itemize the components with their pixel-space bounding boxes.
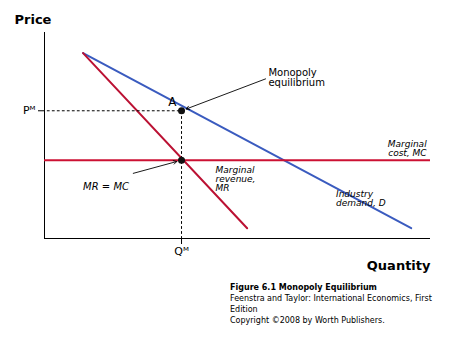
html-text:Feenstra and Taylor: Internati: Feenstra and Taylor: International Econo…: [230, 294, 432, 314]
svg-text:Industrydemand, D: Industrydemand, D: [336, 189, 386, 208]
svg-text:Pᴹ: Pᴹ: [23, 104, 36, 117]
svg-text:Marginalrevenue,MR: Marginalrevenue,MR: [216, 165, 256, 193]
svg-text:Quantity: Quantity: [367, 258, 431, 273]
html-text:Figure 6.1 Monopoly Equilibriu: Figure 6.1 Monopoly Equilibrium: [230, 283, 377, 292]
svg-text:Monopolyequilibrium: Monopolyequilibrium: [268, 67, 325, 88]
svg-text:Price: Price: [15, 12, 52, 27]
svg-text:MR = MC: MR = MC: [83, 181, 129, 192]
svg-text:Marginalcost, MC: Marginalcost, MC: [388, 139, 428, 158]
svg-text:Qᴹ: Qᴹ: [174, 245, 189, 258]
html-text:Copyright ©2008 by Worth Publi: Copyright ©2008 by Worth Publishers.: [230, 316, 385, 325]
svg-text:A: A: [168, 95, 177, 109]
